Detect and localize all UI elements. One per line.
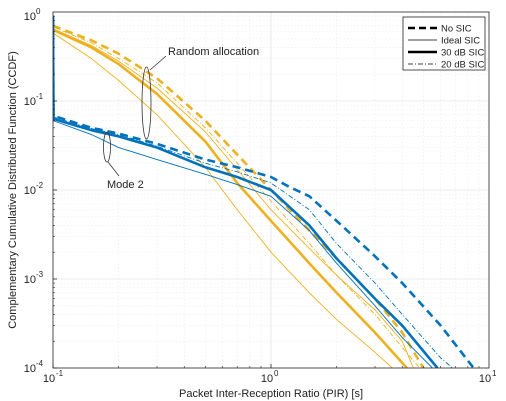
x-tick-label: 10: [261, 373, 273, 385]
x-tick-label-exponent: 0: [274, 369, 279, 378]
y-tick-label: 10: [24, 363, 36, 375]
y-tick-label-exponent: 0: [36, 7, 41, 16]
series-group: [53, 16, 475, 368]
y-tick-label: 10: [24, 96, 36, 108]
y-tick-label-exponent: -1: [36, 92, 44, 101]
series-line-random-allocation-solid-thin: [53, 28, 414, 368]
x-tick-label-exponent: 1: [492, 369, 497, 378]
y-tick-label: 10: [24, 185, 36, 197]
y-tick-label: 10: [24, 274, 36, 286]
y-tick-label-exponent: -3: [36, 270, 44, 279]
mode2-ellipse: [103, 131, 111, 163]
legend: No SIC Ideal SIC 30 dB SIC 20 dB SIC: [402, 16, 486, 71]
x-tick-label: 10: [479, 373, 491, 385]
random-allocation-pointer: [149, 55, 167, 71]
x-tick-label-exponent: -1: [56, 369, 64, 378]
legend-label-no-sic: No SIC: [441, 24, 472, 35]
x-axis-label: Packet Inter-Reception Ratio (PIR) [s]: [179, 388, 363, 400]
series-line-random-allocation-solid-thick: [53, 28, 408, 368]
legend-box: [402, 16, 486, 71]
series-line-mode2-solid-thick: [53, 16, 439, 368]
random-allocation-label: Random allocation: [168, 46, 259, 58]
axis-ticks: [52, 15, 480, 369]
series-line-random-allocation-solid-thin: [53, 32, 393, 368]
x-tick-label: 10: [43, 373, 55, 385]
y-tick-label-exponent: -2: [36, 181, 44, 190]
y-tick-label: 10: [24, 11, 36, 23]
y-tick-label-exponent: -4: [36, 359, 44, 368]
legend-label-ideal-sic: Ideal SIC: [441, 36, 480, 47]
legend-label-20db-sic: 20 dB SIC: [441, 60, 484, 71]
random-allocation-ellipse: [141, 66, 152, 140]
y-axis-label: Complementary Cumulative Distributed Fun…: [7, 51, 19, 329]
legend-label-30db-sic: 30 dB SIC: [441, 48, 484, 59]
series-line-mode2-dashdot-thin: [53, 16, 453, 368]
annotation-mode2: Mode 2: [103, 131, 144, 191]
mode2-label: Mode 2: [107, 179, 144, 191]
series-line-mode2-solid-thin: [53, 16, 433, 368]
annotation-random-allocation: Random allocation: [141, 46, 259, 140]
mode2-pointer: [107, 161, 120, 177]
series-line-mode2-dashed-thick: [53, 16, 475, 368]
